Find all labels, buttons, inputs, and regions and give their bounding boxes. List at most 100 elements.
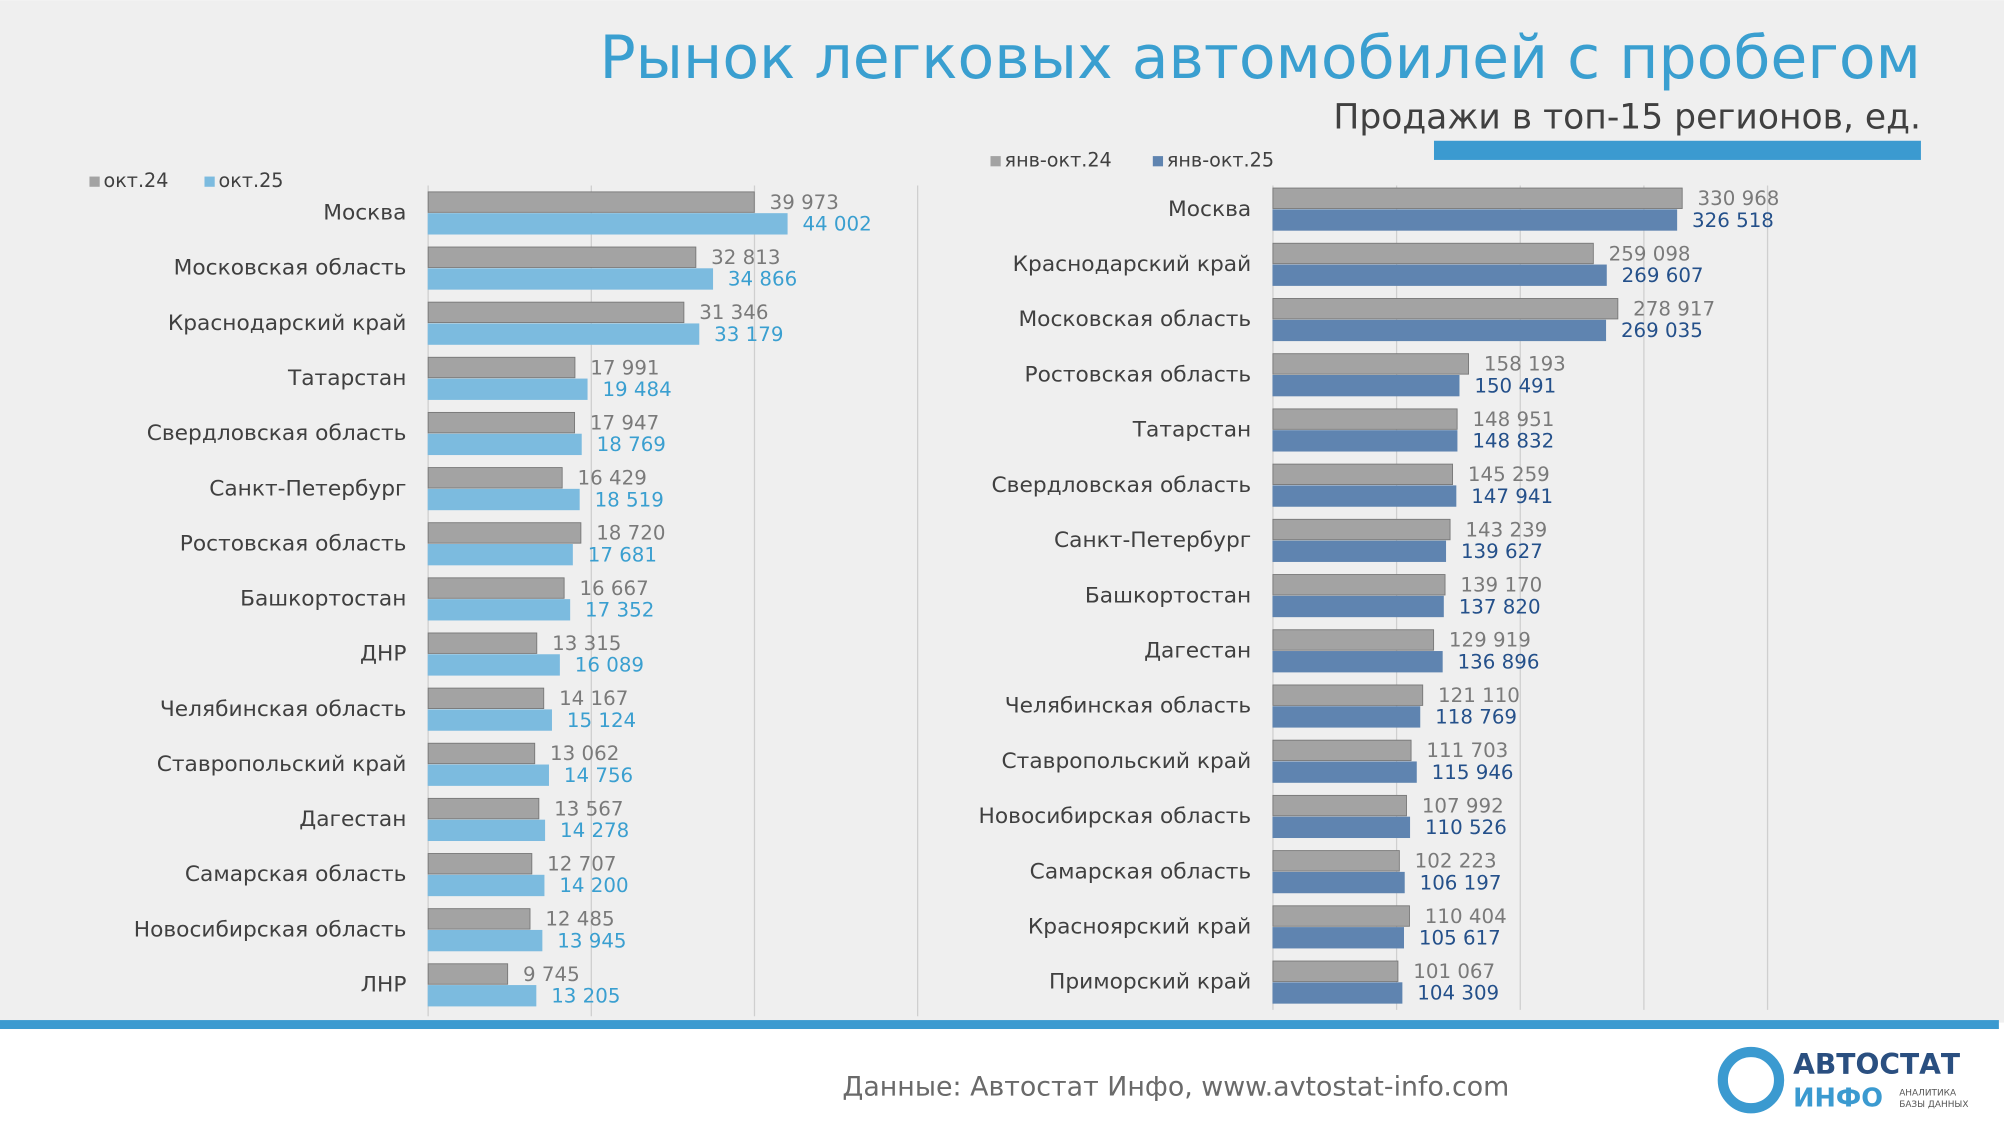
bar bbox=[427, 908, 531, 930]
bar bbox=[427, 929, 543, 952]
value-label: 17 681 bbox=[588, 543, 657, 566]
legend-label: окт.24 bbox=[104, 169, 169, 192]
logo-tagline: БАЗЫ ДАННЫХ bbox=[1899, 1100, 1968, 1110]
value-label: 107 992 bbox=[1422, 794, 1504, 817]
legend-swatch bbox=[89, 176, 100, 187]
logo: АВТОСТАТ ИНФО АНАЛИТИКА БАЗЫ ДАННЫХ bbox=[1717, 1046, 1968, 1114]
bar bbox=[1272, 761, 1417, 783]
value-label: 15 124 bbox=[567, 709, 636, 732]
bar bbox=[1272, 540, 1447, 562]
bar bbox=[427, 687, 545, 710]
value-label: 34 866 bbox=[728, 268, 797, 291]
category-label: Санкт-Петербург bbox=[209, 476, 406, 501]
bar bbox=[427, 632, 538, 654]
bar bbox=[427, 963, 509, 985]
value-label: 13 567 bbox=[554, 797, 623, 820]
bar bbox=[427, 599, 571, 621]
value-label: 148 951 bbox=[1472, 408, 1554, 431]
value-label: 12 707 bbox=[547, 853, 616, 876]
category-label: Ставропольский край bbox=[157, 752, 407, 777]
bar bbox=[1272, 871, 1405, 894]
bottom-stripe bbox=[0, 1020, 1999, 1030]
value-label: 14 756 bbox=[564, 764, 633, 787]
value-label: 150 491 bbox=[1474, 374, 1556, 397]
bar bbox=[1272, 927, 1404, 949]
category-label: Москва bbox=[1168, 197, 1251, 222]
value-label: 13 062 bbox=[550, 742, 619, 765]
value-label: 330 968 bbox=[1698, 187, 1780, 210]
category-label: Татарстан bbox=[1132, 418, 1251, 443]
bar bbox=[427, 433, 582, 456]
value-label: 31 346 bbox=[699, 301, 768, 324]
legend-swatch bbox=[1152, 156, 1164, 167]
value-label: 326 518 bbox=[1692, 209, 1774, 232]
value-label: 111 703 bbox=[1426, 739, 1508, 762]
category-label: Ростовская область bbox=[180, 531, 407, 556]
source: Данные: Автостат Инфо, www.avtostat-info… bbox=[842, 1071, 1509, 1102]
value-label: 13 205 bbox=[551, 985, 620, 1008]
value-label: 145 259 bbox=[1468, 463, 1550, 486]
bar bbox=[1272, 651, 1443, 673]
bar bbox=[1272, 905, 1410, 927]
bar bbox=[427, 985, 537, 1007]
bar bbox=[427, 819, 546, 842]
bar bbox=[427, 853, 533, 875]
category-label: Свердловская область bbox=[147, 421, 407, 446]
value-label: 39 973 bbox=[770, 191, 839, 214]
bar bbox=[427, 323, 700, 345]
category-label: Свердловская область bbox=[992, 473, 1252, 498]
value-label: 136 896 bbox=[1458, 650, 1540, 673]
value-label: 148 832 bbox=[1472, 430, 1554, 453]
legend-swatch bbox=[990, 156, 1001, 167]
bar bbox=[1272, 629, 1435, 651]
bar bbox=[1272, 960, 1399, 982]
bar bbox=[1272, 298, 1619, 320]
value-label: 17 947 bbox=[590, 411, 659, 434]
category-label: Новосибирская область bbox=[134, 917, 407, 942]
bar bbox=[1272, 982, 1403, 1004]
bar bbox=[427, 213, 788, 235]
value-label: 110 526 bbox=[1425, 816, 1507, 839]
value-label: 102 223 bbox=[1415, 850, 1497, 873]
value-label: 137 820 bbox=[1459, 595, 1541, 618]
value-label: 44 002 bbox=[802, 213, 871, 236]
legend-label: окт.25 bbox=[219, 169, 284, 192]
bar bbox=[427, 742, 536, 765]
value-label: 147 941 bbox=[1471, 485, 1553, 508]
bar bbox=[427, 191, 755, 213]
legend-swatch bbox=[204, 176, 215, 187]
bar bbox=[1272, 319, 1607, 342]
bar bbox=[427, 378, 588, 400]
value-label: 106 197 bbox=[1420, 871, 1502, 894]
value-label: 12 485 bbox=[545, 908, 614, 931]
category-label: ЛНР bbox=[361, 973, 407, 998]
bar bbox=[427, 246, 697, 268]
legend-label: янв-окт.24 bbox=[1005, 149, 1112, 172]
value-label: 33 179 bbox=[714, 323, 783, 346]
category-label: Ставропольский край bbox=[1002, 749, 1252, 774]
bar bbox=[1272, 209, 1678, 231]
value-label: 139 170 bbox=[1460, 574, 1542, 597]
bar bbox=[1272, 794, 1407, 817]
value-label: 143 239 bbox=[1465, 518, 1547, 541]
value-label: 18 769 bbox=[597, 433, 666, 456]
bar bbox=[1272, 187, 1683, 209]
value-label: 19 484 bbox=[602, 378, 671, 401]
value-label: 16 667 bbox=[579, 577, 648, 600]
category-label: Ростовская область bbox=[1025, 362, 1252, 387]
category-label: Московская область bbox=[1018, 307, 1251, 332]
value-label: 139 627 bbox=[1461, 540, 1543, 563]
bar bbox=[1272, 264, 1607, 286]
bar bbox=[1272, 408, 1458, 430]
legend-label: янв-окт.25 bbox=[1167, 149, 1274, 172]
value-label: 110 404 bbox=[1425, 905, 1507, 928]
bar bbox=[1272, 518, 1451, 541]
value-label: 101 067 bbox=[1413, 960, 1495, 983]
title: Рынок легковых автомобилей с пробегом bbox=[599, 23, 1920, 93]
category-label: Краснодарский край bbox=[1013, 252, 1252, 277]
logo-top: АВТОСТАТ bbox=[1793, 1048, 1961, 1081]
bar bbox=[1272, 374, 1460, 397]
value-label: 17 991 bbox=[590, 356, 659, 379]
bar bbox=[1272, 485, 1457, 507]
